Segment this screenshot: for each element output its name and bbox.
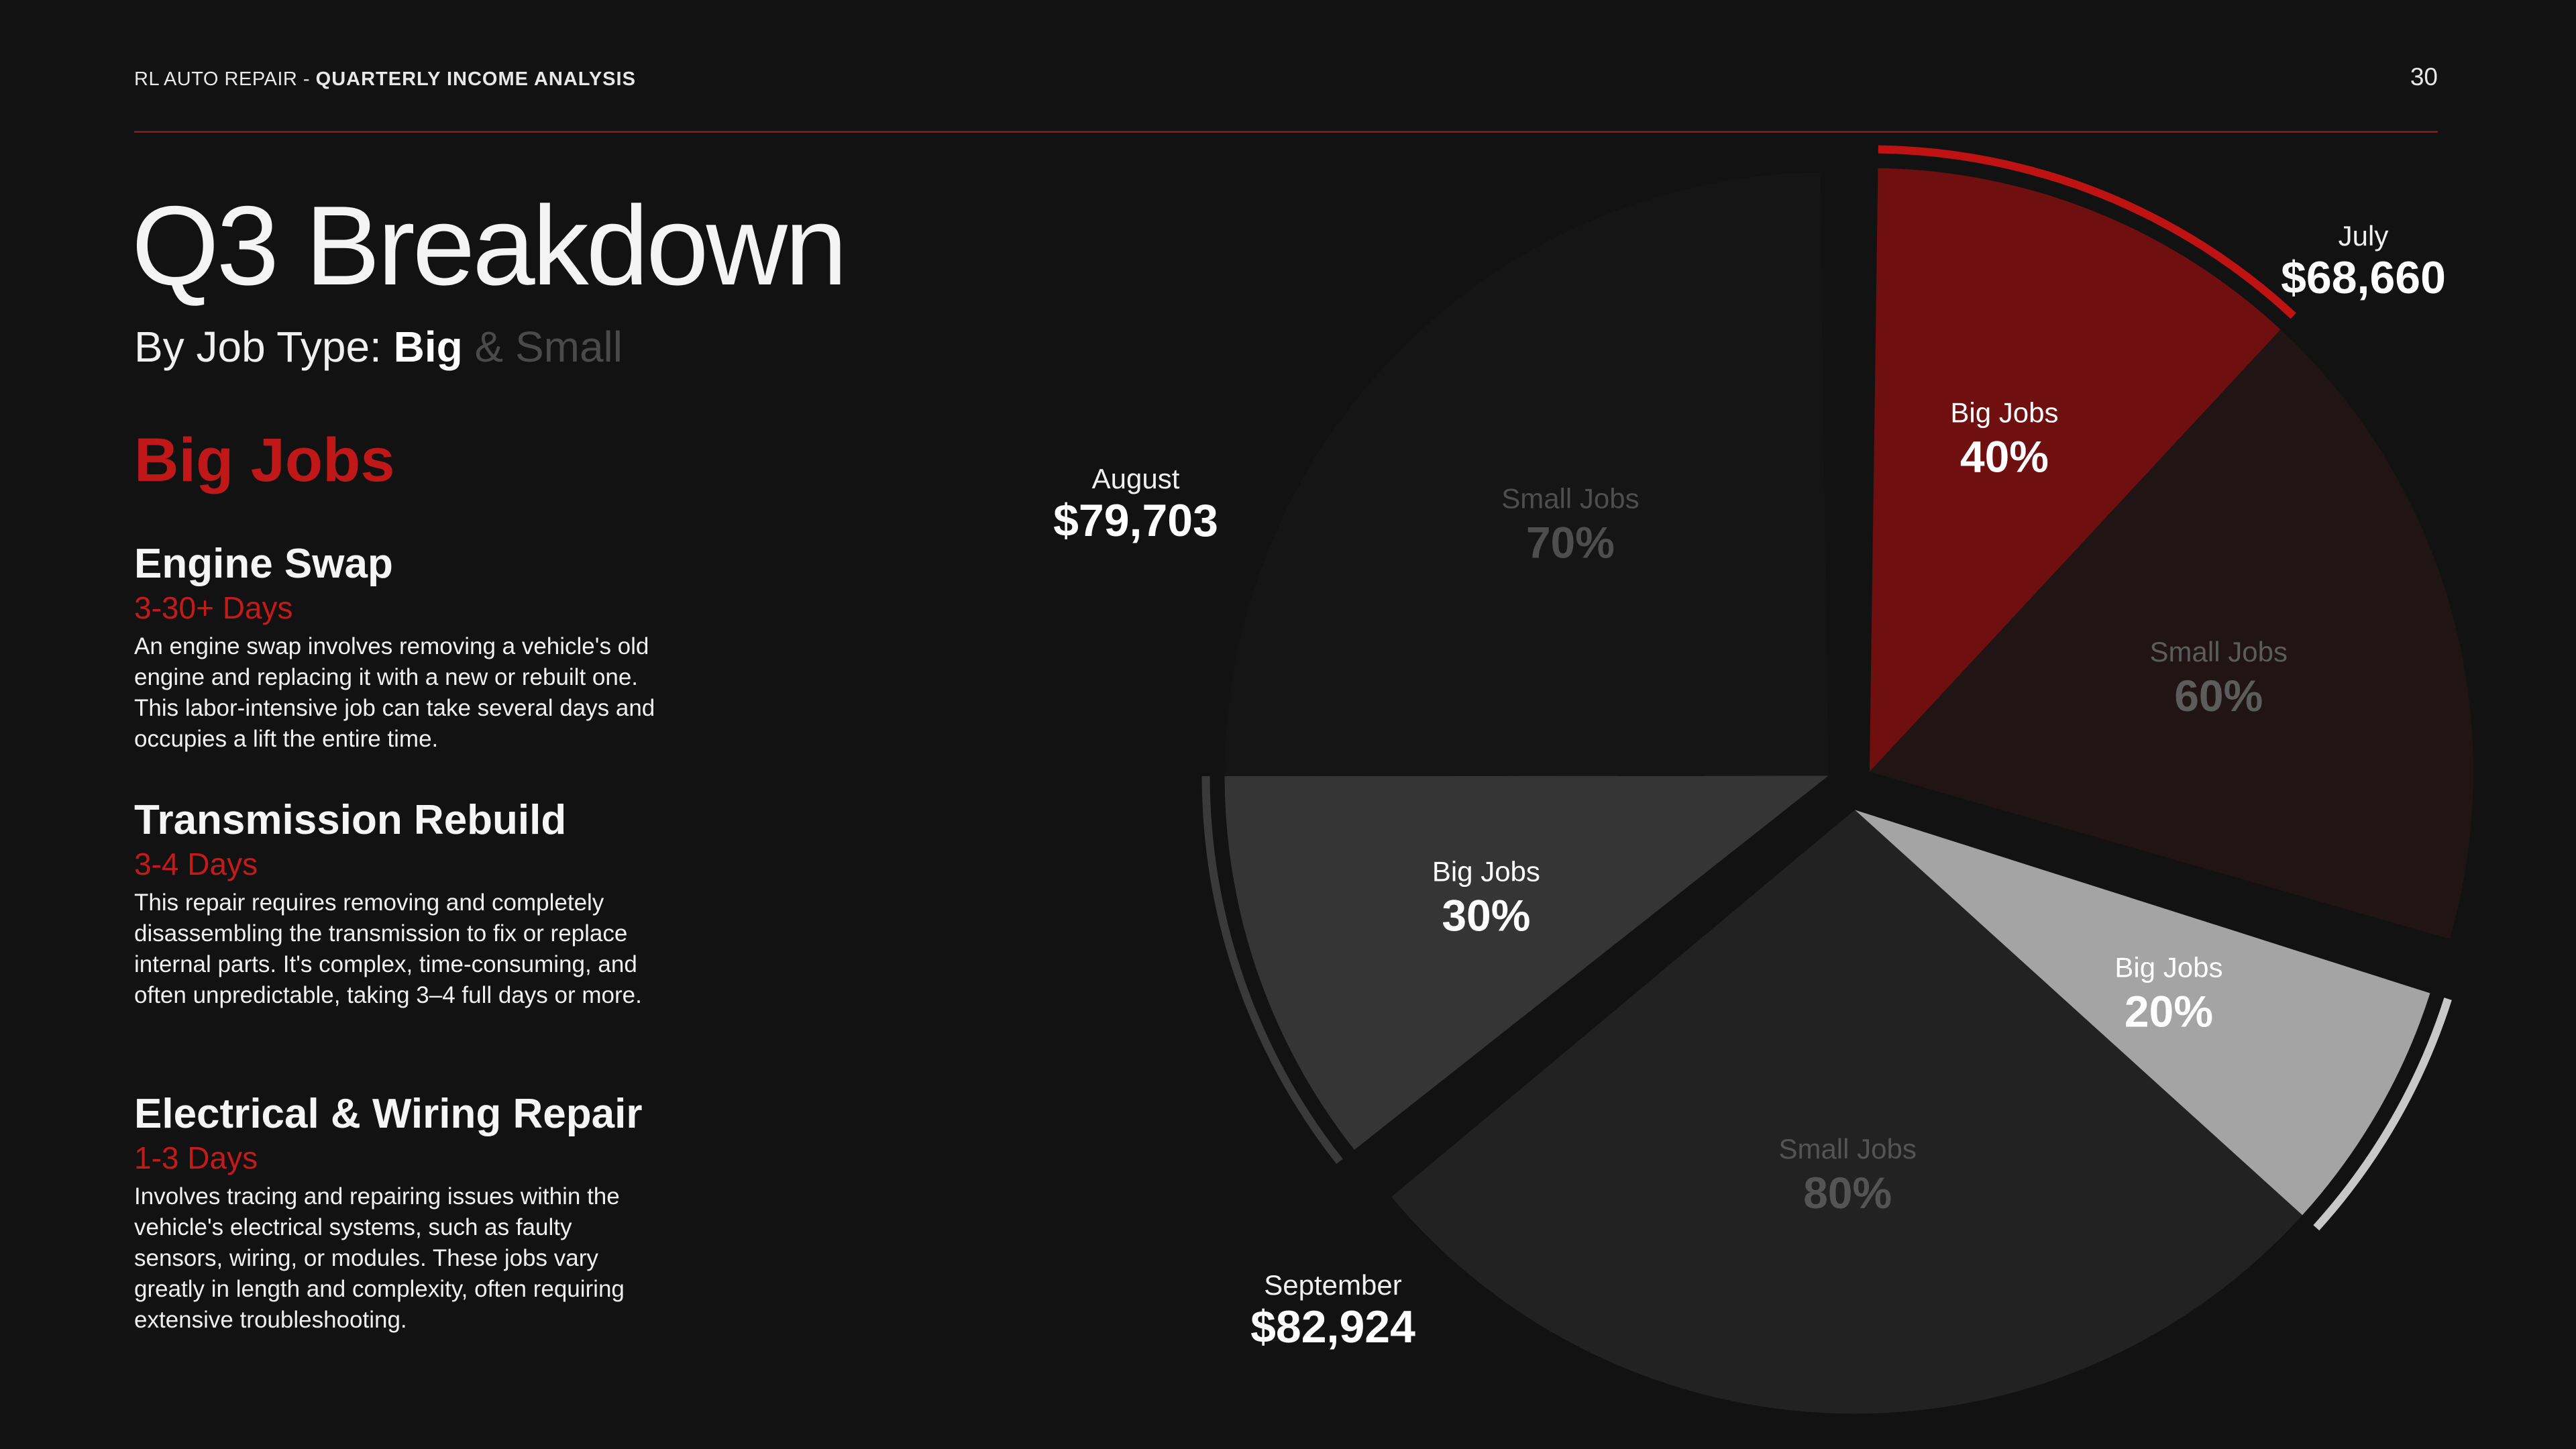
slice-percent: 40%: [1960, 431, 2049, 481]
subtitle-small: & Small: [462, 323, 623, 371]
pie-slice-august-small-jobs: [1391, 810, 2303, 1414]
job-description: An engine swap involves removing a vehic…: [134, 633, 655, 753]
slice-percent: 70%: [1526, 517, 1615, 567]
pie-slice-september-small-jobs: [1224, 172, 1829, 776]
month-income-august: $79,703: [1053, 495, 1218, 546]
job-duration: 1-3 Days: [134, 1140, 258, 1176]
month-income-july: $68,660: [2281, 252, 2446, 303]
slice-label: Small Jobs: [2150, 636, 2288, 667]
slice-percent: 30%: [1442, 891, 1530, 941]
pie-slice-september-big-jobs: [1224, 775, 1829, 1150]
header-divider: [134, 131, 2438, 133]
section-heading: Big Jobs: [134, 426, 395, 494]
job-name: Transmission Rebuild: [134, 797, 567, 843]
slice-label: Small Jobs: [1778, 1133, 1916, 1165]
month-income-september: $82,924: [1250, 1301, 1415, 1352]
month-label-september: September: [1264, 1269, 1401, 1301]
job-duration: 3-30+ Days: [134, 590, 293, 626]
job-description: This repair requires removing and comple…: [134, 890, 642, 1009]
subtitle-prefix: By Job Type:: [134, 323, 394, 371]
page-title: Q3 Breakdown: [131, 182, 847, 309]
page-subtitle: By Job Type: Big & Small: [134, 325, 623, 368]
job-name: Engine Swap: [134, 541, 393, 587]
slice-label: Big Jobs: [1432, 856, 1540, 888]
job-item-transmission-rebuild: Transmission Rebuild 3-4 Days This repai…: [134, 796, 657, 1011]
pie-slice-august-big-jobs: [1854, 810, 2430, 1216]
job-description: Involves tracing and repairing issues wi…: [134, 1183, 625, 1334]
slice-percent: 20%: [2125, 987, 2213, 1036]
pie-slice-july-small-jobs: [1869, 329, 2473, 939]
subtitle-big: Big: [393, 323, 463, 371]
report-header: RL AUTO REPAIR - QUARTERLY INCOME ANALYS…: [134, 68, 636, 91]
job-item-electrical-repair: Electrical & Wiring Repair 1-3 Days Invo…: [134, 1090, 657, 1336]
header-separator: -: [297, 68, 316, 90]
job-name: Electrical & Wiring Repair: [134, 1091, 643, 1137]
pie-slice-july-big-jobs: [1869, 168, 2281, 772]
job-item-engine-swap: Engine Swap 3-30+ Days An engine swap in…: [134, 540, 657, 755]
slice-label: Big Jobs: [1950, 396, 2058, 428]
job-duration: 3-4 Days: [134, 847, 258, 882]
brand-name: RL AUTO REPAIR: [134, 68, 298, 90]
page-number: 30: [2410, 63, 2438, 91]
report-name: QUARTERLY INCOME ANALYSIS: [315, 68, 636, 90]
slice-label: Big Jobs: [2114, 952, 2222, 983]
slice-percent: 60%: [2174, 671, 2263, 720]
month-label-july: July: [2339, 220, 2389, 252]
accent-arc-august: [2313, 998, 2452, 1231]
slice-label: Small Jobs: [1501, 482, 1639, 514]
slice-percent: 80%: [1803, 1168, 1892, 1218]
month-label-august: August: [1092, 463, 1180, 494]
